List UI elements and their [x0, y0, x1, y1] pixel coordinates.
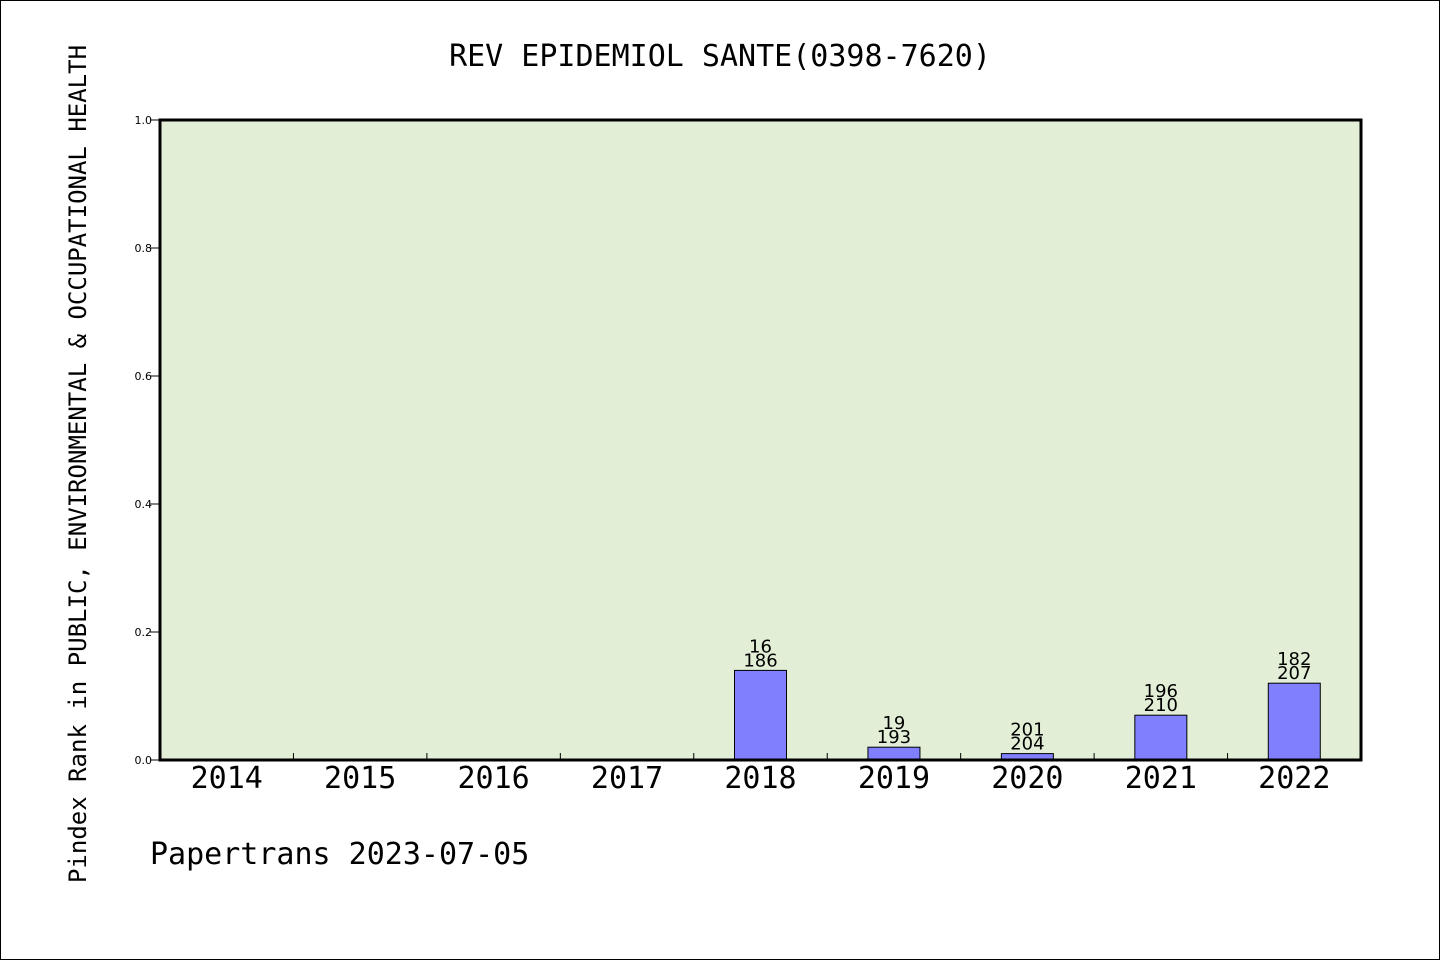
- footer-credit: Papertrans 2023-07-05: [150, 837, 529, 872]
- y-tick-label: 0.8: [135, 242, 153, 255]
- x-tick-label: 2015: [324, 761, 396, 796]
- y-tick-label: 0.2: [135, 626, 153, 639]
- plot-border: [158, 118, 1363, 762]
- plot-area: [160, 120, 1361, 760]
- x-tick-label: 2019: [858, 761, 930, 796]
- x-tick-label: 2018: [724, 761, 796, 796]
- bar-label-bottom: 207: [1277, 663, 1311, 684]
- x-tick-label: 2020: [991, 761, 1063, 796]
- y-tick-label: 0.6: [135, 370, 153, 383]
- bar-2022: [1267, 682, 1321, 761]
- bar-label-top: 182: [1277, 649, 1311, 670]
- bar-label-bottom: 193: [877, 727, 911, 748]
- bar-label-bottom: 210: [1144, 695, 1178, 716]
- bar-label-bottom: 186: [743, 650, 777, 671]
- x-tick-label: 2014: [191, 761, 263, 796]
- chart-title: REV EPIDEMIOL SANTE(0398-7620): [449, 39, 991, 74]
- bar-label-top: 201: [1010, 720, 1044, 741]
- x-tick-label: 2016: [457, 761, 529, 796]
- bar-2018: [734, 669, 787, 761]
- y-tick-label: 1.0: [135, 114, 153, 127]
- x-tick-label: 2017: [591, 761, 663, 796]
- bar-2019: [867, 746, 921, 761]
- y-tick-label: 0.4: [135, 498, 153, 511]
- bar-label-top: 19: [882, 713, 905, 734]
- y-axis-label: Pindex Rank in PUBLIC, ENVIRONMENTAL & O…: [64, 45, 92, 883]
- bar-label-top: 196: [1144, 681, 1178, 702]
- x-tick-label: 2021: [1125, 761, 1197, 796]
- bar-label-bottom: 204: [1010, 734, 1044, 755]
- y-tick-label: 0.0: [135, 754, 153, 767]
- bar-label-top: 16: [749, 636, 772, 657]
- x-tick-label: 2022: [1258, 761, 1330, 796]
- bar-2021: [1134, 714, 1188, 761]
